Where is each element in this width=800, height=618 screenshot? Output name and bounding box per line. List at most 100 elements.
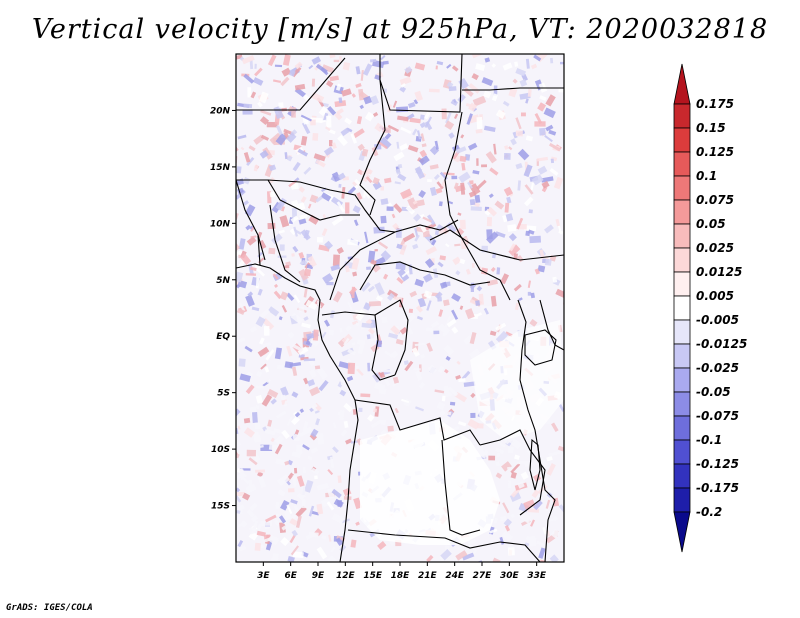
field-speckle — [469, 180, 474, 185]
field-speckle — [273, 519, 281, 527]
field-speckle — [433, 174, 440, 181]
colorbar-bin — [673, 487, 691, 513]
field-speckle — [530, 63, 538, 70]
field-speckle — [555, 288, 564, 299]
latitude-axis: 20N 15N 10N 5N EQ 5S 10S 15S — [210, 106, 236, 512]
field-speckle — [253, 434, 262, 443]
field-speckle — [407, 197, 418, 211]
field-speckle — [555, 218, 560, 227]
field-speckle — [459, 155, 467, 163]
field-speckle — [259, 116, 270, 126]
field-speckle — [368, 301, 382, 307]
lon-tick-label: 6E — [284, 571, 297, 581]
field-speckle — [372, 177, 380, 185]
lat-tick-label: 10S — [211, 445, 230, 455]
field-speckle — [237, 425, 241, 430]
colorbar-bottom-arrow — [673, 511, 691, 553]
field-speckle — [326, 488, 336, 500]
field-speckle — [298, 251, 305, 259]
field-speckle — [254, 422, 261, 430]
field-speckle — [420, 353, 426, 359]
field-speckle — [476, 312, 483, 317]
field-speckle — [255, 316, 266, 327]
field-speckle — [285, 261, 292, 267]
field-speckle — [236, 283, 241, 289]
field-speckle — [374, 249, 378, 252]
field-speckle — [468, 190, 477, 198]
field-speckle — [409, 117, 421, 124]
field-speckle — [303, 358, 316, 362]
field-speckle — [378, 241, 389, 250]
field-speckle — [414, 166, 425, 179]
field-speckle — [459, 219, 466, 230]
field-speckle — [381, 316, 388, 324]
field-speckle — [242, 492, 251, 501]
field-speckle — [434, 140, 439, 150]
border-south-sudan — [429, 229, 564, 261]
field-speckle — [303, 316, 309, 322]
field-speckle — [476, 179, 487, 190]
field-speckle — [328, 534, 332, 542]
field-speckle — [334, 100, 347, 108]
field-speckle — [387, 202, 393, 208]
border-cameroon-car — [329, 219, 459, 301]
field-speckle — [427, 179, 432, 183]
field-speckle — [508, 233, 517, 242]
field-speckle — [239, 373, 251, 383]
field-speckle — [278, 229, 285, 234]
border-nigeria-benin — [257, 234, 266, 261]
field-speckle — [369, 58, 377, 63]
field-speckle — [485, 151, 497, 164]
field-speckle — [467, 181, 473, 189]
longitude-axis: 3E 6E 9E 12E 15E 18E 21E 24E 27E 30E 33E — [257, 562, 547, 581]
field-speckle — [558, 504, 564, 514]
border-egypt-north — [462, 87, 564, 91]
field-speckle — [478, 293, 484, 305]
field-speckle — [299, 408, 305, 413]
field-speckle — [549, 142, 561, 152]
field-speckle — [291, 253, 295, 257]
field-speckle — [552, 515, 559, 522]
field-speckle — [333, 59, 340, 63]
field-speckle — [318, 106, 328, 117]
field-speckle — [445, 243, 450, 248]
field-speckle — [331, 142, 337, 149]
field-speckle — [301, 486, 306, 498]
border-niger-chad — [236, 179, 360, 221]
field-speckle — [377, 140, 388, 150]
field-speckle — [422, 216, 433, 223]
field-speckle — [503, 153, 511, 160]
field-speckle — [308, 369, 317, 379]
field-speckle — [553, 488, 558, 494]
field-speckle — [451, 175, 458, 180]
field-speckle — [253, 164, 259, 172]
field-speckle — [300, 135, 308, 146]
field-speckle — [339, 544, 347, 552]
coastline-west — [236, 263, 359, 562]
field-speckle — [280, 499, 290, 511]
field-speckle — [513, 283, 522, 292]
field-speckle — [361, 322, 374, 329]
field-speckle — [524, 225, 537, 232]
field-speckle — [238, 238, 246, 250]
border-chad-south — [267, 179, 396, 233]
field-speckle — [345, 325, 352, 332]
field-speckle — [543, 107, 556, 119]
field-speckle — [301, 499, 306, 509]
field-speckle — [347, 239, 359, 246]
field-speckle — [502, 62, 513, 71]
field-speckle — [409, 290, 418, 298]
field-speckle — [274, 64, 283, 68]
field-speckle — [248, 145, 256, 152]
field-speckle — [236, 453, 240, 459]
field-speckle — [420, 133, 425, 142]
field-speckle — [304, 268, 312, 277]
field-speckle — [302, 466, 307, 474]
field-speckle — [455, 374, 462, 380]
field-speckle — [236, 250, 243, 257]
field-speckle — [414, 234, 420, 242]
field-speckle — [296, 444, 303, 454]
field-speckle — [457, 94, 466, 103]
field-speckle — [458, 378, 466, 382]
field-speckle — [518, 297, 523, 302]
